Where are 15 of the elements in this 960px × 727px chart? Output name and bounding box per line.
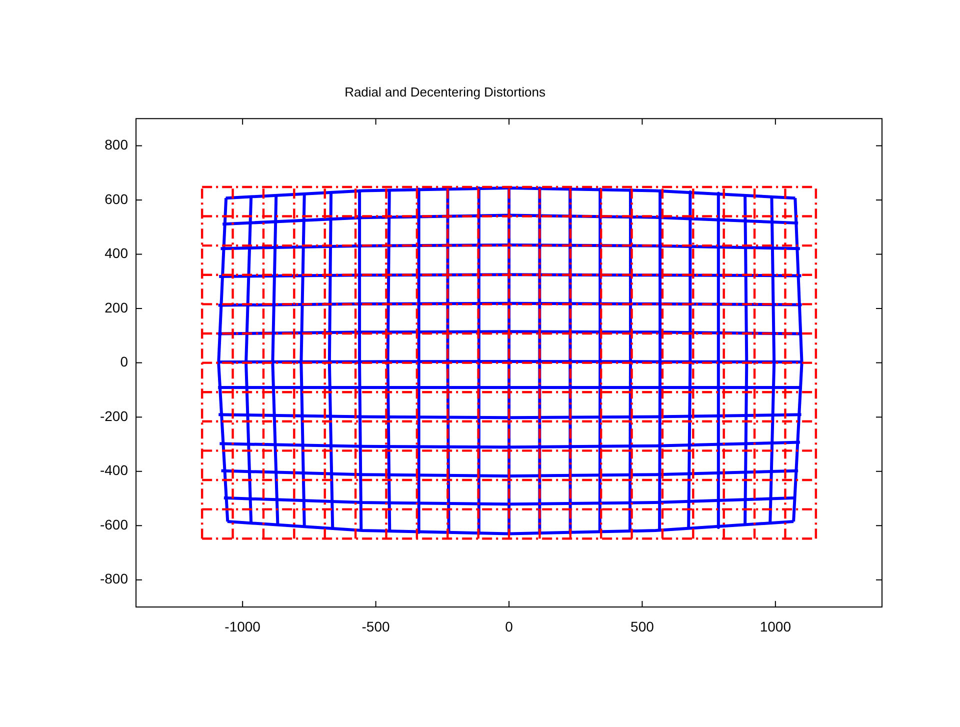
y-tick-label: 0 [120,354,128,370]
y-tick-label: 600 [104,190,128,207]
y-tick-label: -400 [100,462,128,478]
y-tick-label: -600 [100,516,128,532]
x-tick-label: -1000 [224,618,261,634]
chart-title: Radial and Decentering Distortions [344,84,546,100]
y-tick-label: -800 [100,570,128,587]
x-tick-label: 500 [630,618,654,634]
x-tick-label: 0 [505,618,514,634]
x-tick-label: -500 [362,618,390,634]
y-tick-label: 200 [104,299,128,316]
x-tick-label: 1000 [760,618,792,634]
y-tick-label: 800 [104,136,128,153]
y-tick-label: -200 [100,408,128,424]
y-tick-label: 400 [104,245,128,262]
